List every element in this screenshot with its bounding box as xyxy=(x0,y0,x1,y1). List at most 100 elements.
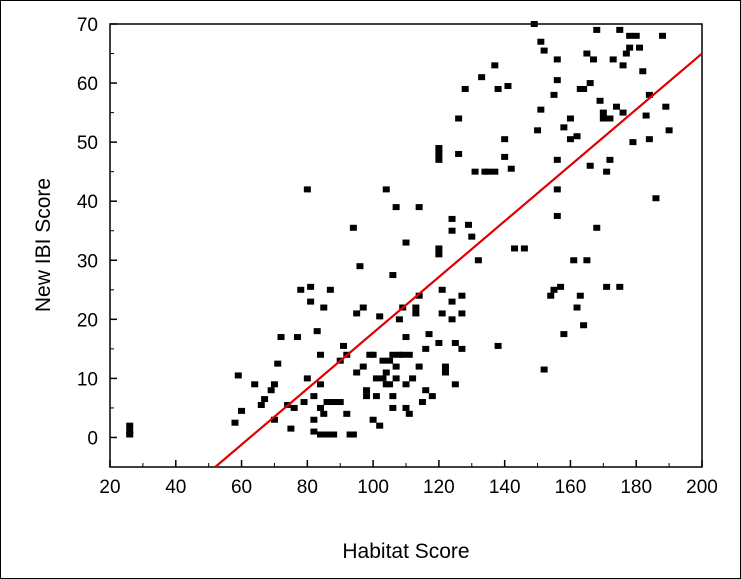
data-point xyxy=(336,399,344,406)
data-point xyxy=(392,363,400,370)
data-point xyxy=(290,404,298,411)
data-point xyxy=(422,345,430,352)
data-point xyxy=(484,168,492,175)
data-point xyxy=(550,286,558,293)
data-point xyxy=(435,251,443,258)
data-point xyxy=(293,334,301,341)
data-point xyxy=(310,416,318,423)
data-point xyxy=(316,404,324,411)
data-point xyxy=(379,357,387,364)
data-point xyxy=(540,47,548,54)
data-point xyxy=(340,342,348,349)
data-point xyxy=(448,316,456,323)
data-point xyxy=(547,292,555,299)
x-tick-label: 120 xyxy=(423,477,455,498)
data-point xyxy=(603,168,611,175)
data-point xyxy=(399,351,407,358)
data-point xyxy=(359,304,367,311)
data-point xyxy=(616,283,624,290)
data-point xyxy=(323,399,331,406)
data-point xyxy=(418,399,426,406)
data-point xyxy=(501,136,509,143)
data-point xyxy=(662,103,670,110)
data-point xyxy=(303,375,311,382)
data-point xyxy=(557,283,565,290)
data-point xyxy=(320,410,328,417)
data-point xyxy=(389,404,397,411)
x-tick-label: 200 xyxy=(686,477,718,498)
x-tick-label: 160 xyxy=(555,477,587,498)
data-point xyxy=(451,339,459,346)
data-point xyxy=(238,407,246,414)
data-point xyxy=(435,150,443,157)
data-point xyxy=(386,381,394,388)
data-point xyxy=(593,224,601,231)
data-point xyxy=(379,375,387,382)
y-tick-label: 20 xyxy=(77,310,98,331)
data-point xyxy=(369,351,377,358)
data-point xyxy=(553,56,561,63)
data-point xyxy=(300,399,308,406)
data-point xyxy=(606,156,614,163)
y-tick-label: 0 xyxy=(87,428,98,449)
y-axis-title: New IBI Score xyxy=(32,178,55,312)
data-point xyxy=(626,32,634,39)
data-point xyxy=(455,115,463,122)
data-point xyxy=(553,77,561,84)
data-point xyxy=(310,393,318,400)
data-point xyxy=(494,85,502,92)
data-point xyxy=(441,369,449,376)
data-point xyxy=(310,428,318,435)
y-tick-label: 10 xyxy=(77,369,98,390)
data-point xyxy=(553,186,561,193)
data-point xyxy=(596,97,604,104)
x-tick-label: 20 xyxy=(99,477,120,498)
data-point xyxy=(349,431,357,438)
data-point xyxy=(428,393,436,400)
data-point xyxy=(560,124,568,131)
data-point xyxy=(461,85,469,92)
data-point xyxy=(639,68,647,75)
data-point xyxy=(636,44,644,51)
data-point xyxy=(402,239,410,246)
data-point xyxy=(626,44,634,51)
data-point xyxy=(504,83,512,90)
data-point xyxy=(349,224,357,231)
data-point xyxy=(389,351,397,358)
data-point xyxy=(405,351,413,358)
data-point xyxy=(402,334,410,341)
data-point xyxy=(376,313,384,320)
data-point xyxy=(583,257,591,264)
data-point xyxy=(540,366,548,373)
data-point xyxy=(376,422,384,429)
data-point xyxy=(274,360,282,367)
data-point xyxy=(616,26,624,33)
data-point xyxy=(494,342,502,349)
data-point xyxy=(316,351,324,358)
data-point xyxy=(435,156,443,163)
data-point xyxy=(251,381,259,388)
data-point xyxy=(386,357,394,364)
data-point xyxy=(448,215,456,222)
data-point xyxy=(353,310,361,317)
data-point xyxy=(326,286,334,293)
x-tick-label: 100 xyxy=(357,477,389,498)
data-point xyxy=(392,204,400,211)
data-point xyxy=(415,292,423,299)
data-point xyxy=(629,139,637,146)
data-point xyxy=(409,375,417,382)
data-point xyxy=(491,168,499,175)
data-point xyxy=(307,283,315,290)
y-tick-label: 70 xyxy=(77,15,98,36)
x-tick-label: 60 xyxy=(231,477,252,498)
data-point xyxy=(645,91,653,98)
data-point xyxy=(573,304,581,311)
y-tick-label: 60 xyxy=(77,74,98,95)
data-point xyxy=(491,62,499,69)
data-point xyxy=(464,221,472,228)
data-point xyxy=(382,186,390,193)
data-point xyxy=(372,375,380,382)
data-point xyxy=(642,112,650,119)
data-point xyxy=(619,62,627,69)
